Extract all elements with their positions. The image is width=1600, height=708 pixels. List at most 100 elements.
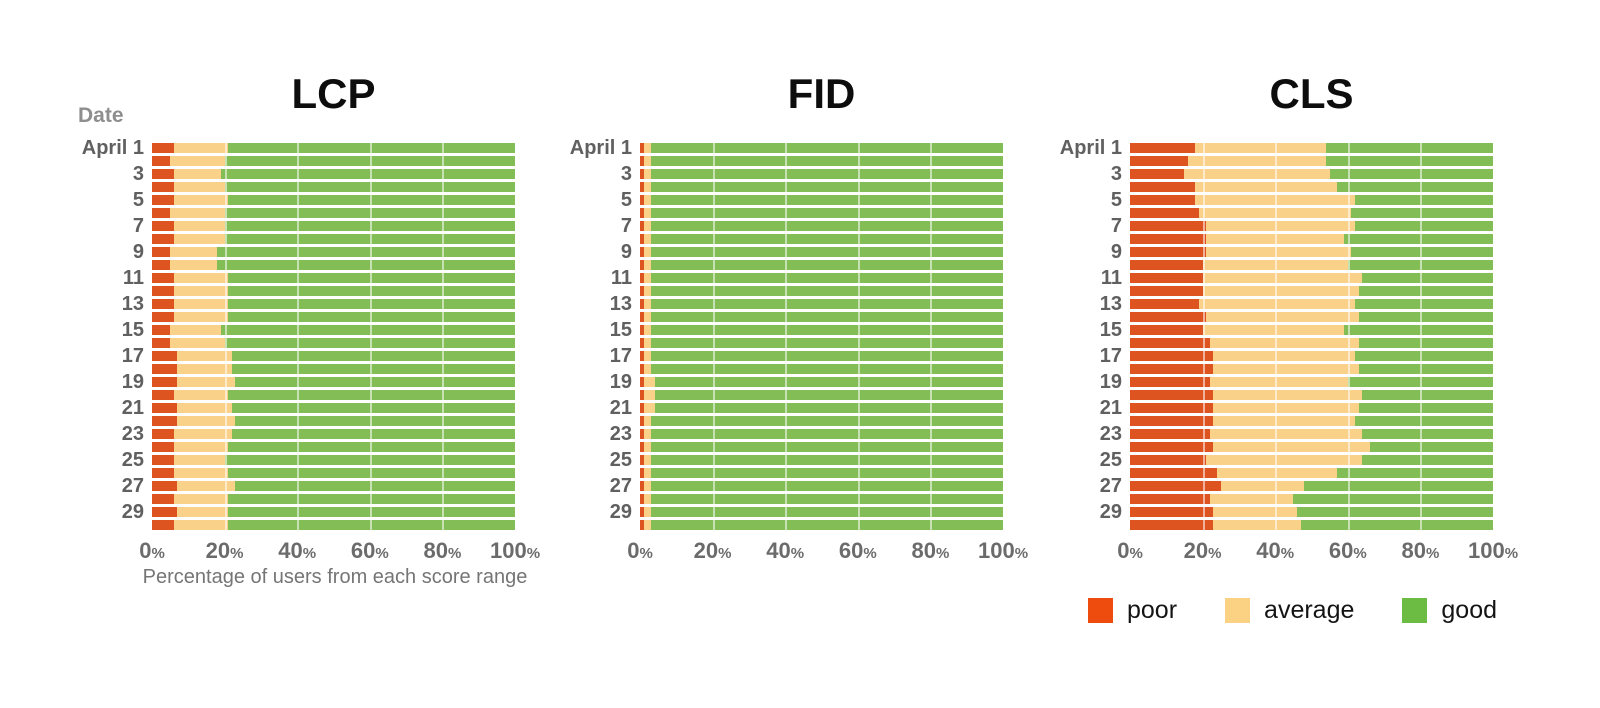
y-axis-label: 13	[1099, 293, 1122, 315]
bar-segment-poor	[1130, 208, 1199, 218]
x-axis-tick-label: 60%	[1328, 538, 1367, 563]
bar-segment-good	[1355, 299, 1493, 309]
bar-segment-good	[1362, 429, 1493, 439]
bar-segment-poor	[152, 260, 171, 270]
bar-segment-poor	[1130, 156, 1189, 166]
y-axis-label: 7	[132, 215, 144, 237]
bar-segment-poor	[640, 455, 644, 465]
bar-row	[152, 325, 515, 335]
bar-segment-good	[231, 429, 515, 439]
x-axis: 0% 20% 40% 60% 80% 100%	[627, 538, 1028, 568]
bar-row	[152, 299, 515, 309]
y-axis-label: 9	[132, 241, 144, 263]
gridline	[1347, 143, 1350, 533]
bar-row	[1130, 364, 1493, 374]
bar-segment-poor	[640, 377, 644, 387]
bar-segment-average	[1213, 351, 1356, 361]
bar-row	[152, 143, 515, 153]
bar-row	[1130, 169, 1493, 179]
bar-segment-good	[224, 455, 515, 465]
bar-segment-average	[643, 455, 651, 465]
bar-segment-good	[650, 338, 1003, 348]
bar-segment-average	[643, 507, 651, 517]
y-axis-label: April 1	[81, 137, 144, 159]
y-axis-label: April 1	[1059, 137, 1122, 159]
bar-segment-poor	[1130, 338, 1210, 348]
bar-segment-average	[1209, 377, 1348, 387]
bar-segment-average	[1213, 520, 1301, 530]
y-axis-label: 5	[132, 189, 144, 211]
bar-segment-good	[1344, 234, 1493, 244]
bar-segment-good	[1358, 286, 1493, 296]
bar-segment-poor	[640, 208, 644, 218]
bar-segment-average	[173, 494, 229, 504]
bar-segment-good	[217, 260, 515, 270]
bar-row	[640, 260, 1003, 270]
bar-segment-good	[224, 208, 515, 218]
bar-segment-average	[643, 325, 651, 335]
bar-segment-average	[643, 169, 651, 179]
bar-row	[1130, 494, 1493, 504]
y-axis-label: 13	[121, 293, 144, 315]
bar-row	[1130, 143, 1493, 153]
bar-segment-average	[1206, 455, 1363, 465]
bar-segment-good	[650, 286, 1003, 296]
bar-segment-poor	[152, 182, 174, 192]
bar-segment-poor	[1130, 390, 1214, 400]
bar-segment-good	[1362, 273, 1493, 283]
bar-row	[640, 169, 1003, 179]
bar-segment-average	[1206, 247, 1352, 257]
bar-row	[1130, 299, 1493, 309]
y-axis-label: 21	[1099, 397, 1122, 419]
bar-segment-poor	[152, 507, 178, 517]
bar-segment-poor	[640, 481, 644, 491]
bar-row	[1130, 260, 1493, 270]
bar-row	[1130, 325, 1493, 335]
bar-segment-good	[650, 169, 1003, 179]
bar-row	[152, 442, 515, 452]
bar-segment-poor	[640, 507, 644, 517]
gridline	[369, 143, 372, 533]
bar-row	[152, 195, 515, 205]
bar-row	[1130, 481, 1493, 491]
y-axis-label: 5	[620, 189, 632, 211]
bar-segment-poor	[152, 403, 178, 413]
bar-segment-poor	[152, 494, 174, 504]
bar-segment-average	[1206, 312, 1359, 322]
bar-segment-average	[643, 247, 651, 257]
bar-row	[1130, 468, 1493, 478]
bar-segment-average	[643, 182, 651, 192]
bar-segment-average	[173, 299, 229, 309]
legend-label-average: average	[1264, 596, 1355, 624]
x-axis-tick-label: 60%	[350, 538, 389, 563]
y-axis-label: 11	[610, 267, 632, 289]
y-axis-label: 23	[1099, 423, 1122, 445]
bar-segment-poor	[640, 338, 644, 348]
x-axis-tick-label: 20%	[693, 538, 732, 563]
bar-segment-poor	[640, 299, 644, 309]
bar-row	[1130, 442, 1493, 452]
bar-row	[152, 234, 515, 244]
x-axis-tick-label: 0%	[627, 538, 653, 563]
bar-segment-good	[1355, 351, 1493, 361]
bar-rows	[152, 143, 515, 533]
y-axis-label: 5	[1110, 189, 1122, 211]
y-axis-label: 25	[121, 449, 144, 471]
y-axis-label: 25	[1099, 449, 1122, 471]
bar-row	[152, 312, 515, 322]
y-axis-labels: April 1 3 5 7 9 11 13 15 17 19 21 23 25 27 29	[1048, 137, 1126, 533]
y-axis-label: 25	[609, 449, 632, 471]
bar-segment-good	[231, 364, 515, 374]
bar-segment-good	[1326, 156, 1493, 166]
bar-segment-average	[177, 481, 236, 491]
y-axis-label: 19	[609, 371, 632, 393]
y-axis-label: 23	[609, 423, 632, 445]
bar-segment-poor	[640, 286, 644, 296]
bar-segment-poor	[1130, 481, 1221, 491]
bar-segment-good	[1304, 481, 1493, 491]
bar-segment-average	[173, 195, 229, 205]
bar-segment-good	[650, 481, 1003, 491]
y-axis-labels: April 1 3 5 7 9 11 13 15 17 19 21 23 25 27 29	[558, 138, 636, 533]
bar-segment-good	[224, 221, 515, 231]
bar-segment-good	[650, 442, 1003, 452]
